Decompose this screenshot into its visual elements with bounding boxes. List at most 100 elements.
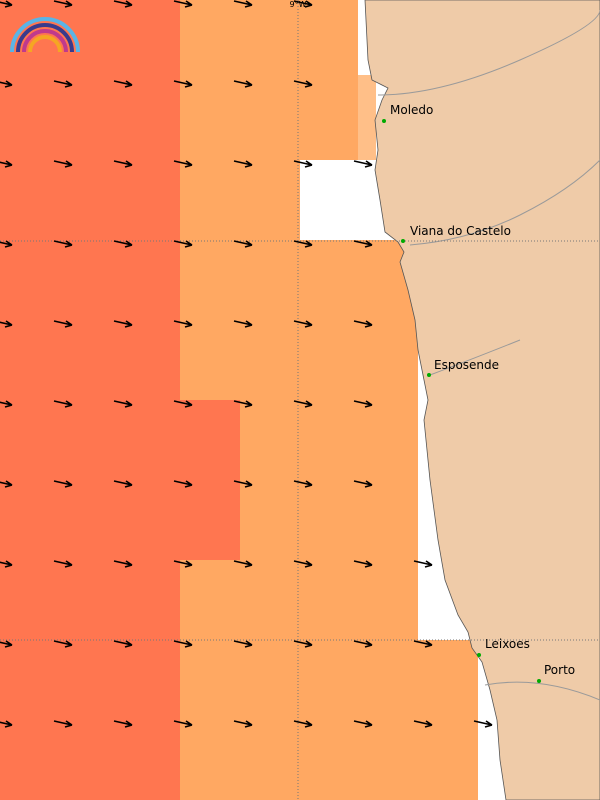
place-label: Moledo [390, 103, 433, 117]
wave-zone-medium [180, 640, 478, 800]
wave-arrow [53, 160, 73, 168]
wave-arrow [173, 320, 193, 328]
land [364, 0, 600, 800]
wave-arrow [0, 0, 13, 8]
wave-arrow [53, 640, 73, 648]
wave-arrow [293, 0, 313, 8]
wave-arrow [0, 240, 13, 248]
wave-arrow [233, 480, 253, 488]
river [484, 681, 600, 701]
wave-arrow [53, 400, 73, 408]
wave-arrow [173, 160, 193, 168]
wave-arrow [353, 240, 373, 248]
river [377, 9, 600, 96]
wave-arrow [293, 720, 313, 728]
wave-arrow [293, 480, 313, 488]
wave-zone-high [0, 0, 180, 800]
wave-zone-high [180, 400, 240, 560]
wave-arrow [233, 320, 253, 328]
place-label: Viana do Castelo [410, 224, 511, 238]
wave-arrow [0, 560, 13, 568]
wave-arrow [293, 320, 313, 328]
wave-arrow [0, 80, 13, 88]
wave-arrow [53, 0, 73, 8]
wave-arrow [173, 80, 193, 88]
wave-arrow [233, 160, 253, 168]
place-dot [427, 373, 431, 377]
wave-arrow [353, 160, 373, 168]
wave-arrow [233, 80, 253, 88]
wave-arrow [173, 720, 193, 728]
place-dot [382, 119, 386, 123]
wave-arrow [353, 640, 373, 648]
wave-arrow [173, 640, 193, 648]
wave-arrow [113, 80, 133, 88]
wave-arrow [293, 640, 313, 648]
wave-arrow [0, 640, 13, 648]
wave-zone-medium [180, 0, 358, 160]
wave-arrow [233, 720, 253, 728]
wave-arrow [293, 80, 313, 88]
wave-arrow [0, 160, 13, 168]
wave-arrow [173, 560, 193, 568]
longitude-label: 9°W [290, 0, 307, 9]
place-label: Leixoes [485, 637, 530, 651]
place-dot [477, 653, 481, 657]
wave-arrow [413, 640, 433, 648]
place-dot [537, 679, 541, 683]
wave-arrow [113, 160, 133, 168]
wave-arrow [53, 240, 73, 248]
wave-arrow [113, 720, 133, 728]
wave-arrow [293, 240, 313, 248]
wave-arrow [113, 320, 133, 328]
wave-arrows [0, 0, 493, 728]
wave-arrow [53, 480, 73, 488]
wave-arrow [413, 560, 433, 568]
wave-arrow [113, 640, 133, 648]
wave-arrow [233, 240, 253, 248]
wave-arrow [353, 480, 373, 488]
wave-arrow [113, 560, 133, 568]
wave-arrow [173, 480, 193, 488]
logo [10, 17, 80, 53]
wave-zone-medium [180, 160, 300, 240]
wave-arrow [353, 560, 373, 568]
wave-arrow [233, 0, 253, 8]
wave-zone-medium [180, 240, 418, 400]
wave-arrow [353, 400, 373, 408]
wave-zone-medium [240, 400, 418, 560]
wave-arrow [113, 240, 133, 248]
river [429, 339, 521, 376]
wave-arrow [0, 320, 13, 328]
place-dot [401, 239, 405, 243]
wave-arrow [53, 720, 73, 728]
wave-arrow [53, 560, 73, 568]
wave-arrow [0, 480, 13, 488]
wave-arrow [233, 400, 253, 408]
wave-zone-medium [180, 560, 418, 640]
river [409, 159, 600, 246]
wave-arrow [233, 560, 253, 568]
wave-arrow [53, 80, 73, 88]
wave-arrow [173, 0, 193, 8]
wave-arrow [0, 400, 13, 408]
wave-arrow [113, 480, 133, 488]
wave-zone-low [358, 75, 376, 160]
wave-arrow [353, 320, 373, 328]
wave-arrow [0, 720, 13, 728]
wave-arrow [53, 320, 73, 328]
wave-arrow [233, 640, 253, 648]
place-label: Esposende [434, 358, 499, 372]
wave-arrow [113, 0, 133, 8]
place-label: Porto [544, 663, 575, 677]
wave-arrow [353, 720, 373, 728]
wave-arrow [173, 400, 193, 408]
wave-arrow [413, 720, 433, 728]
wave-arrow [473, 720, 493, 728]
wave-arrow [293, 560, 313, 568]
wave-arrow [113, 400, 133, 408]
wave-arrow [293, 160, 313, 168]
wave-arrow [173, 240, 193, 248]
